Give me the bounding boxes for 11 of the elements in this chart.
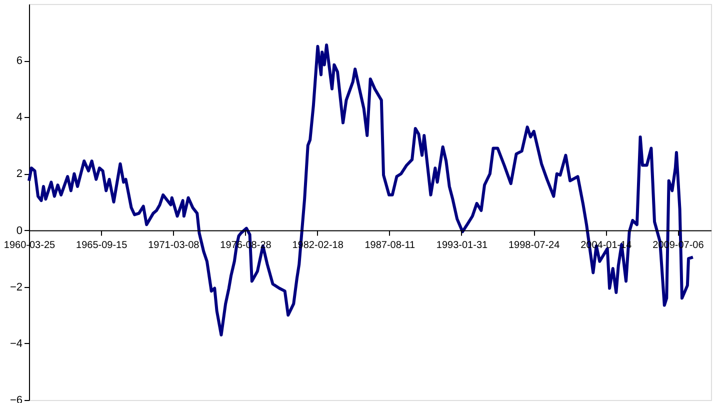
y-tick-label: 2 [16, 168, 22, 180]
y-tick-label: 0 [16, 224, 22, 237]
x-tick-label: 1971-03-08 [148, 240, 200, 251]
y-tick-label: −4 [10, 338, 22, 350]
y-tick-label: 4 [16, 112, 22, 124]
y-tick-label: −2 [10, 281, 22, 294]
x-tick-label: 1998-07-24 [508, 240, 560, 251]
x-tick-label: 1987-08-11 [364, 240, 416, 251]
y-tick-label: 6 [16, 55, 22, 68]
x-tick-label: 1965-09-15 [76, 240, 128, 251]
x-tick-label: 1993-01-31 [436, 240, 488, 251]
